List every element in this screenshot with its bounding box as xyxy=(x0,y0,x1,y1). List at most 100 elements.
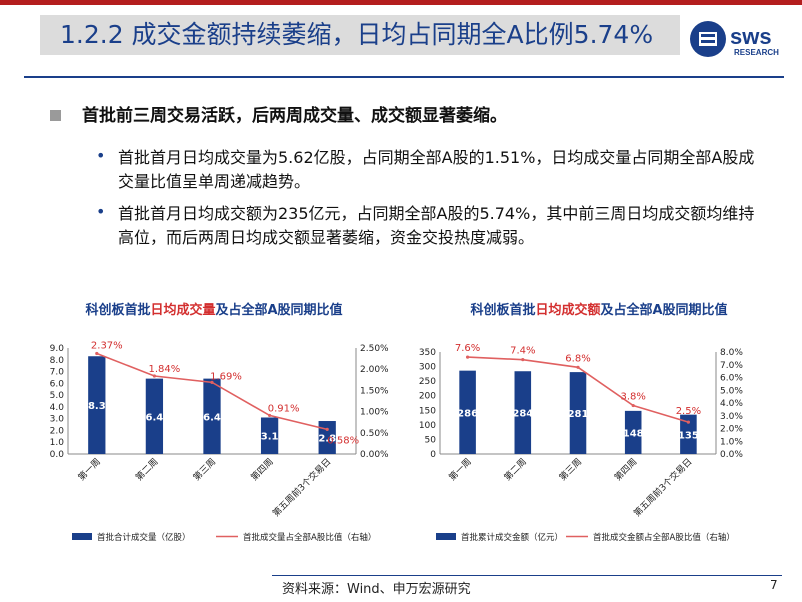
line-value-label: 7.6% xyxy=(455,343,480,354)
y2-tick-label: 2.50% xyxy=(360,344,389,354)
x-tick-label: 第三周 xyxy=(557,456,585,484)
y2-tick-label: 0.0% xyxy=(720,450,743,460)
page-number: 7 xyxy=(770,578,778,592)
line-value-label: 1.84% xyxy=(149,364,181,375)
x-tick-label: 第一周 xyxy=(446,456,474,484)
line-point xyxy=(521,358,525,362)
x-tick-label: 第五周前3个交易日 xyxy=(631,456,694,519)
logo-text: sws xyxy=(730,24,772,49)
bar-value-label: 281 xyxy=(568,409,589,420)
y2-tick-label: 1.00% xyxy=(360,408,389,418)
bullet-square xyxy=(50,110,61,121)
y2-tick-label: 6.0% xyxy=(720,374,743,384)
y2-tick-label: 0.50% xyxy=(360,429,389,439)
y-tick-label: 5.0 xyxy=(50,391,65,401)
y-tick-label: 9.0 xyxy=(50,344,65,354)
bar xyxy=(569,372,587,454)
bar xyxy=(203,378,221,454)
y2-tick-label: 4.0% xyxy=(720,399,743,409)
y2-tick-label: 5.0% xyxy=(720,386,743,396)
y2-tick-label: 3.0% xyxy=(720,412,743,422)
line-point xyxy=(631,403,635,408)
bar-value-label: 286 xyxy=(457,408,478,419)
bullet-dot: • xyxy=(96,202,106,221)
y-tick-label: 7.0 xyxy=(50,368,65,378)
bar-value-label: 2.8 xyxy=(318,434,336,445)
bar-value-label: 3.1 xyxy=(261,432,279,443)
title-divider xyxy=(24,76,784,78)
title-band xyxy=(40,15,680,55)
y-tick-label: 300 xyxy=(419,363,436,373)
y-tick-label: 0.0 xyxy=(50,450,65,460)
y-tick-label: 6.0 xyxy=(50,379,65,389)
legend-label-bar: 首批合计成交量（亿股） xyxy=(97,532,191,543)
x-tick-label: 第三周 xyxy=(191,456,219,484)
legend-swatch-bar xyxy=(72,533,92,540)
bar-value-label: 6.4 xyxy=(146,412,164,423)
bar xyxy=(145,378,164,454)
bullet-dot: • xyxy=(96,146,106,165)
bar-value-label: 6.4 xyxy=(203,412,221,423)
header-rule xyxy=(0,0,802,5)
line-value-label: 7.4% xyxy=(510,346,535,357)
bar xyxy=(88,356,106,454)
bar xyxy=(260,417,279,454)
logo-subtext: RESEARCH xyxy=(734,48,779,57)
x-tick-label: 第二周 xyxy=(501,456,529,484)
bar-value-label: 8.3 xyxy=(88,401,106,412)
bar-value-label: 135 xyxy=(678,430,699,441)
bar xyxy=(514,371,532,454)
y-tick-label: 3.0 xyxy=(50,415,65,425)
footer-rule xyxy=(272,575,782,576)
bar xyxy=(459,370,476,454)
legend-swatch-bar xyxy=(436,533,456,540)
y2-tick-label: 7.0% xyxy=(720,361,743,371)
sub-bullet-turnover: 首批首月日均成交额为235亿元，占同期全部A股的5.74%，其中前三周日均成交额… xyxy=(118,204,755,247)
chart-turnover: 科创板首批日均成交额及占全部A股同期比值 0 50 100 150 200 250 300 35… xyxy=(419,302,744,543)
y2-tick-label: 0.00% xyxy=(360,450,389,460)
source-note: 资料来源：Wind、申万宏源研究 xyxy=(282,582,471,597)
y-tick-label: 200 xyxy=(419,392,436,402)
line-value-label: 0.58% xyxy=(327,435,359,446)
line-point xyxy=(576,365,580,369)
legend-label-line: 首批成交金额占全部A股比值（右轴） xyxy=(593,532,735,543)
line-point xyxy=(152,374,156,378)
x-tick-label: 第四周 xyxy=(612,456,640,484)
chart-title: 科创板首批日均成交量及占全部A股同期比值 xyxy=(85,302,342,318)
y-tick-label: 4.0 xyxy=(50,403,65,413)
line-point xyxy=(210,380,214,384)
y-tick-label: 2.0 xyxy=(50,426,65,436)
chart-title: 科创板首批日均成交额及占全部A股同期比值 xyxy=(470,302,727,318)
y-tick-label: 50 xyxy=(425,435,437,445)
bar xyxy=(318,421,336,454)
legend-label-line: 首批成交量占全部A股比值（右轴） xyxy=(243,532,376,543)
chart-volume: 科创板首批日均成交量及占全部A股同期比值 0.0 1.0 2.03.0 4.0 5.0 6.… xyxy=(50,302,389,543)
y-tick-label: 350 xyxy=(419,348,436,358)
y2-tick-label: 1.0% xyxy=(720,437,743,447)
line-point xyxy=(686,420,690,424)
x-tick-label: 第二周 xyxy=(133,456,161,484)
y-tick-label: 1.0 xyxy=(50,438,65,448)
y2-tick-label: 2.00% xyxy=(360,365,389,375)
x-tick-label: 第五周前3个交易日 xyxy=(270,456,333,519)
line-value-label: 2.37% xyxy=(91,341,123,352)
line-value-label: 3.8% xyxy=(620,392,645,403)
page-title: 1.2.2 成交金额持续萎缩，日均占同期全A比例5.74% xyxy=(60,20,654,49)
y2-tick-label: 1.50% xyxy=(360,386,389,396)
y-tick-label: 0 xyxy=(430,450,436,460)
main-bullet-text: 首批前三周交易活跃，后两周成交量、成交额显著萎缩。 xyxy=(82,106,507,126)
x-tick-label: 第一周 xyxy=(75,456,103,484)
sws-logo: sws RESEARCH xyxy=(690,21,779,57)
line-point xyxy=(95,351,99,356)
line-value-label: 6.8% xyxy=(565,353,590,364)
line-point xyxy=(268,413,272,418)
line-point xyxy=(466,355,470,359)
line-value-label: 2.5% xyxy=(676,406,701,417)
x-tick-label: 第四周 xyxy=(248,456,276,484)
y-tick-label: 100 xyxy=(419,421,436,431)
bar xyxy=(680,414,697,454)
line-point xyxy=(325,427,329,432)
sub-bullet-volume: 首批首月日均成交量为5.62亿股，占同期全部A股的1.51%，日均成交量占同期全… xyxy=(118,148,755,191)
bar xyxy=(624,410,642,454)
bar-value-label: 284 xyxy=(512,409,533,420)
